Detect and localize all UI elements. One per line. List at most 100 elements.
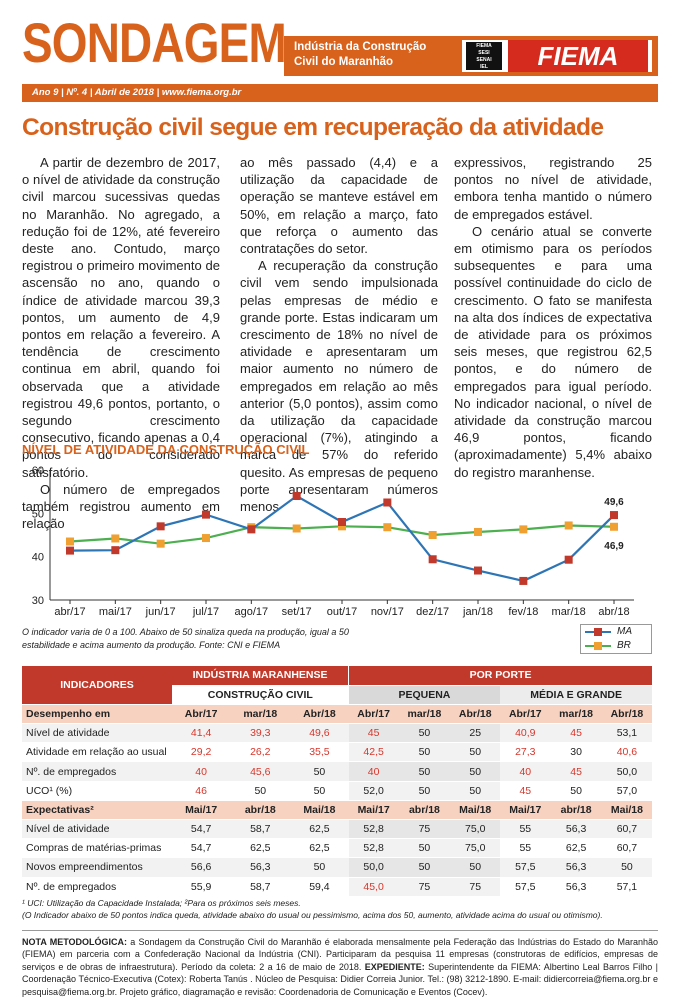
- data-point-ma: [383, 498, 392, 507]
- x-tick-label: dez/17: [416, 606, 449, 618]
- cell-value: 45: [500, 781, 551, 801]
- table-section-row: Desempenho em Abr/17 mar/18 Abr/18 Abr/17 mar…: [22, 704, 652, 725]
- logo-small-2: SESI: [478, 50, 490, 56]
- section-period: mar/18: [398, 704, 451, 725]
- paragraph: O número de empregados também registrou …: [22, 481, 220, 532]
- x-tick-label: set/17: [282, 606, 312, 618]
- cell-value: 54,7: [172, 838, 231, 859]
- legend-label-ma: MA: [617, 626, 632, 637]
- legend-item-ma: MA: [581, 625, 651, 639]
- data-point-br: [564, 521, 573, 530]
- cell-value: 29,2: [172, 742, 231, 763]
- x-tick-label: jan/18: [462, 606, 493, 618]
- article-column-3: expressivos, registrando 25 pontos no ní…: [454, 154, 652, 481]
- cell-value: 58,7: [230, 819, 291, 840]
- footnote-1: ¹ UCI: Utilização da Capacidade Instalad…: [22, 898, 301, 908]
- section-period: abr/18: [230, 800, 291, 821]
- cell-value: 56,3: [550, 877, 602, 897]
- cell-value: 50,0: [348, 857, 399, 878]
- x-tick-label: jul/17: [192, 606, 219, 618]
- section-period: Abr/17: [500, 704, 551, 725]
- cell-value: 75: [450, 877, 501, 897]
- row-label: UCO¹ (%): [22, 781, 172, 801]
- masthead: SONDAGEM Indústria da Construção Civil d…: [22, 12, 658, 84]
- cell-value: 50: [398, 723, 451, 744]
- cell-value: 40: [172, 761, 231, 782]
- cell-value: 50: [550, 781, 602, 801]
- cell-value: 50: [450, 761, 501, 782]
- x-tick-label: jun/17: [145, 606, 176, 618]
- legend-marker-ma: [594, 628, 602, 636]
- cell-value: 62,5: [550, 838, 602, 859]
- th-porte: POR PORTE: [348, 666, 652, 686]
- data-point-br: [338, 522, 346, 531]
- cell-value: 55: [500, 819, 551, 840]
- cell-value: 50: [398, 742, 451, 763]
- headline: Construção civil segue em recuperação da…: [22, 114, 604, 141]
- section-label: Expectativas²: [22, 800, 172, 821]
- section-period: Abr/17: [172, 704, 231, 725]
- data-point-ma: [610, 511, 618, 520]
- cell-value: 40: [500, 761, 551, 782]
- section-period: Abr/18: [290, 704, 349, 725]
- data-point-br: [66, 537, 74, 546]
- table-row: Nº. de empregados 40 45,6 50 40 50 50 40 45 50,0: [22, 761, 652, 782]
- x-tick-label: out/17: [327, 606, 358, 618]
- section-period: Abr/18: [450, 704, 501, 725]
- paragraph: A partir de dezembro de 2017, o nível de…: [22, 155, 220, 480]
- cell-value: 50: [290, 857, 349, 878]
- row-label: Nível de atividade: [22, 819, 172, 840]
- section-period: Mai/18: [450, 800, 501, 821]
- method-text: a Sondagem da Construção Civil do Maranh…: [22, 937, 658, 972]
- cell-value: 52,8: [348, 838, 399, 859]
- table-row: Atividade em relação ao usual 29,2 26,2 35,…: [22, 742, 652, 763]
- th-media: MÉDIA E GRANDE: [500, 685, 652, 705]
- data-point-ma: [428, 555, 437, 564]
- section-period: abr/18: [398, 800, 451, 821]
- cell-value: 58,7: [230, 877, 291, 897]
- legend-item-br: BR: [581, 639, 651, 653]
- cell-value: 40,9: [500, 723, 551, 744]
- section-period: mar/18: [230, 704, 291, 725]
- divider: [22, 930, 658, 931]
- section-period: Mai/17: [348, 800, 399, 821]
- paragraph: ao mês passado (4,4) e a utilização da c…: [240, 155, 438, 257]
- cell-value: 62,5: [230, 838, 291, 859]
- row-label: Nº. de empregados: [22, 761, 172, 782]
- cell-value: 75,0: [450, 838, 501, 859]
- table-row: UCO¹ (%) 46 50 50 52,0 50 50 45 50 57,0: [22, 781, 652, 801]
- cell-value: 50: [290, 781, 349, 801]
- issue-meta-bar: Ano 9 | Nº. 4 | Abril de 2018 | www.fiem…: [22, 84, 658, 102]
- cell-value: 30: [550, 742, 602, 763]
- y-tick-label: 60: [32, 465, 44, 477]
- subtitle: Indústria da Construção Civil do Maranhã…: [294, 40, 426, 70]
- data-point-ma: [247, 525, 256, 534]
- method-label: NOTA METODOLÓGICA:: [22, 937, 128, 947]
- cell-value: 75,0: [450, 819, 501, 840]
- cell-value: 26,2: [230, 742, 291, 763]
- cell-value: 57,5: [500, 857, 551, 878]
- cell-value: 60,7: [601, 838, 652, 859]
- cell-value: 52,0: [348, 781, 399, 801]
- cell-value: 50: [398, 838, 451, 859]
- x-tick-label: abr/18: [598, 606, 629, 618]
- x-tick-label: ago/17: [235, 606, 269, 618]
- cell-value: 25: [450, 723, 501, 744]
- row-label: Atividade em relação ao usual: [22, 742, 172, 763]
- subtitle-line-1: Indústria da Construção: [294, 41, 427, 53]
- cell-value: 75: [398, 877, 451, 897]
- cell-value: 60,7: [601, 819, 652, 840]
- table-row: Compras de matérias-primas 54,7 62,5 62,5 52…: [22, 838, 652, 859]
- cell-value: 35,5: [290, 742, 349, 763]
- article-columns: A partir de dezembro de 2017, o nível de…: [22, 154, 658, 531]
- cell-value: 50: [398, 761, 451, 782]
- cell-value: 59,4: [290, 877, 349, 897]
- paragraph: O cenário atual se converte em otimismo …: [454, 223, 652, 480]
- cell-value: 56,3: [230, 857, 291, 878]
- chart-title: NÍVEL DE ATIVIDADE DA CONSTRUÇÃO CIVIL: [22, 442, 310, 457]
- x-tick-label: nov/17: [371, 606, 404, 618]
- fiema-logo: FIEMA SESI SENAI IEL FIEMA: [462, 40, 652, 72]
- cell-value: 45,0: [348, 877, 399, 897]
- section-period: Abr/17: [348, 704, 399, 725]
- footnote-2: (O Indicador abaixo de 50 pontos indica …: [22, 909, 603, 920]
